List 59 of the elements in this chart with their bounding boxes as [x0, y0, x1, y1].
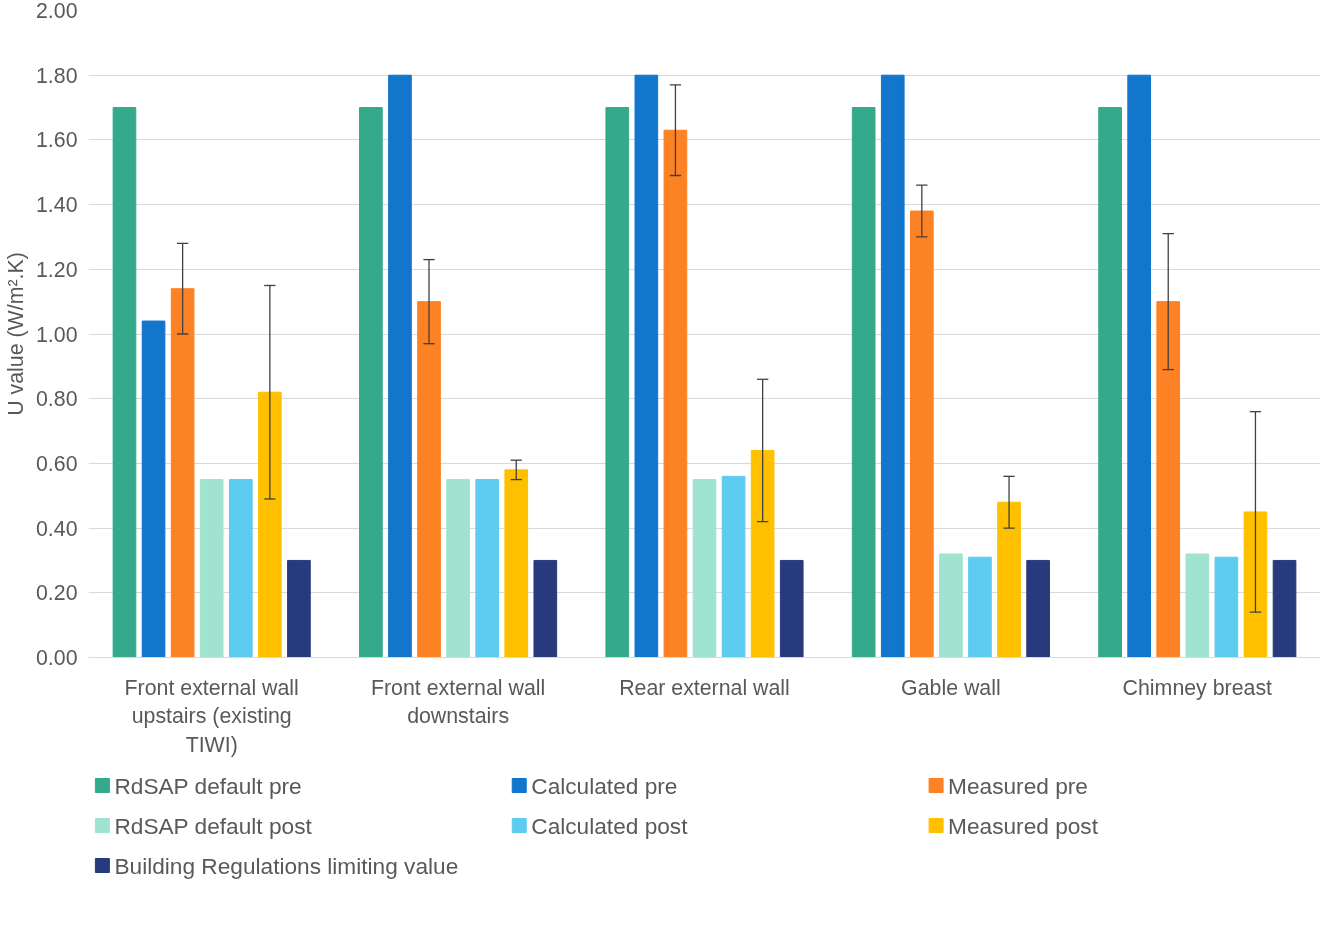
bar	[779, 559, 804, 658]
bar	[851, 107, 876, 658]
y-tick-label: 0.60	[35, 451, 78, 476]
bar	[721, 475, 746, 658]
bar	[112, 107, 137, 658]
bar	[1098, 107, 1122, 658]
bar	[939, 553, 963, 658]
bar	[692, 479, 717, 658]
bar	[634, 74, 659, 658]
y-tick-label: 0.40	[35, 516, 78, 541]
legend-label: Building Regulations limiting value	[114, 852, 459, 879]
legend-label: Calculated post	[531, 812, 689, 839]
legend-label: RdSAP default post	[114, 812, 313, 839]
legend-label: Measured pre	[948, 772, 1088, 799]
bar	[997, 501, 1021, 658]
y-tick-label: 1.00	[35, 322, 78, 347]
y-tick-label: 0.20	[35, 581, 78, 606]
bar	[446, 479, 470, 658]
bar	[750, 449, 775, 658]
bar	[1156, 301, 1181, 658]
x-tick-label: Front external wall upstairs (existing TIWI)	[124, 675, 299, 758]
y-tick-label: 1.20	[35, 257, 78, 282]
bar	[909, 210, 934, 658]
bar	[504, 469, 529, 658]
y-tick-label: 1.40	[35, 193, 78, 218]
bar	[1272, 559, 1297, 658]
bar	[880, 74, 905, 658]
bar	[475, 479, 500, 658]
legend-label: RdSAP default pre	[114, 772, 302, 799]
bar	[228, 479, 253, 658]
bar	[605, 107, 630, 658]
y-tick-label: 0.80	[35, 387, 78, 412]
x-tick-label: Chimney breast	[1122, 675, 1273, 700]
bar	[388, 74, 412, 658]
legend-label: Measured post	[948, 812, 1099, 839]
bar	[141, 320, 166, 658]
bar	[1185, 553, 1210, 658]
y-axis-title: U value (W/m².K)	[3, 252, 28, 416]
bar	[359, 107, 383, 658]
bar	[1214, 556, 1239, 658]
legend-label: Calculated pre	[531, 772, 678, 799]
bar	[1243, 511, 1268, 658]
y-tick-label: 0.00	[35, 646, 78, 670]
y-tick-label: 2.00	[35, 0, 78, 23]
y-tick-label: 1.80	[35, 63, 78, 88]
bar	[533, 559, 558, 658]
bar	[1127, 74, 1151, 658]
bar	[663, 129, 688, 658]
bar	[199, 479, 224, 658]
y-tick-label: 1.60	[35, 128, 78, 153]
x-tick-label: Rear external wall	[619, 675, 790, 700]
bar	[968, 556, 992, 658]
bar	[417, 301, 441, 658]
bar	[258, 391, 282, 658]
x-tick-label: Gable wall	[901, 675, 1001, 700]
x-tick-label: Front external wall downstairs	[370, 675, 546, 729]
bar	[1026, 559, 1050, 658]
bar	[170, 288, 195, 658]
bar	[287, 559, 311, 658]
